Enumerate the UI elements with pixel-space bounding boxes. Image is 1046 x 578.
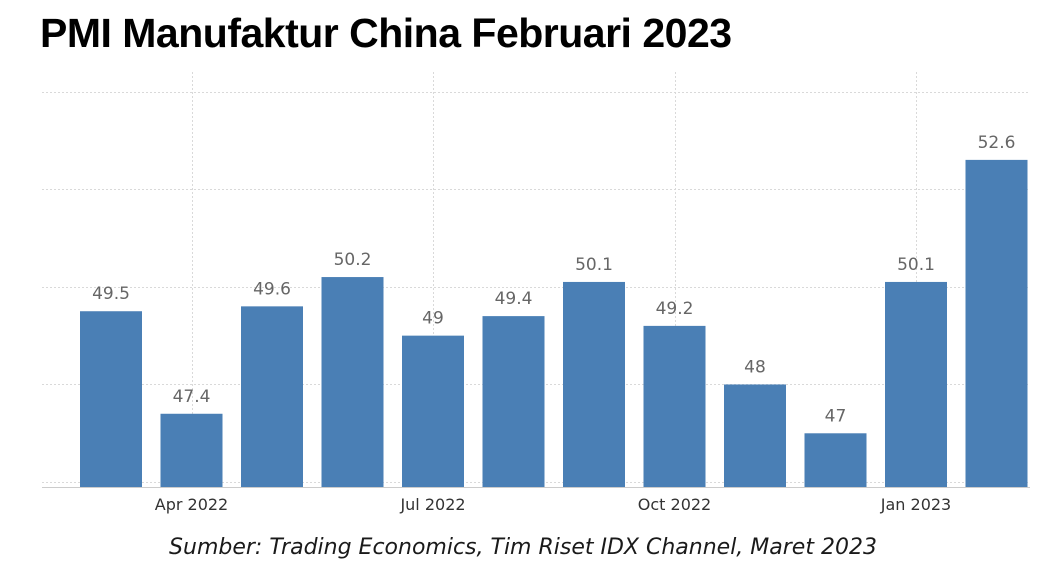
value-label: 49.2	[656, 299, 694, 319]
value-label: 50.1	[575, 255, 613, 275]
bar-nov-2022	[724, 384, 786, 487]
value-label: 47.4	[173, 387, 211, 407]
bar-jan-2023	[885, 281, 947, 487]
bar-sep-2022	[563, 281, 625, 487]
source-note: Sumber: Trading Economics, Tim Riset IDX…	[169, 535, 877, 560]
bar-jul-2022	[402, 335, 464, 487]
value-label: 47	[825, 406, 847, 426]
x-tick-label: Jul 2022	[399, 495, 465, 514]
value-label: 49.5	[92, 284, 130, 304]
x-tick-label: Apr 2022	[155, 495, 228, 514]
bar-mar-2022	[80, 311, 142, 487]
bar-apr-2022	[160, 413, 223, 487]
value-label: 49	[422, 309, 444, 329]
bar-oct-2022	[643, 325, 706, 487]
bar-may-2022	[241, 306, 303, 487]
bar-aug-2022	[482, 316, 545, 487]
value-label: 50.2	[334, 250, 372, 270]
value-label: 48	[744, 357, 766, 377]
x-tick-label: Jan 2023	[880, 495, 951, 514]
x-axis: Apr 2022 Jul 2022 Oct 2022 Jan 2023	[42, 487, 1030, 514]
chart-title: PMI Manufaktur China Februari 2023	[40, 10, 732, 56]
value-label: 50.1	[897, 255, 935, 275]
bar-jun-2022	[321, 277, 384, 487]
value-label: 49.4	[495, 289, 533, 309]
x-tick-label: Oct 2022	[638, 495, 711, 514]
value-label: 49.6	[253, 279, 291, 299]
bar-chart: 49.5 47.4 49.6 50.2 49 49.4 50.1 49.2 48 47 50.1 52…	[42, 72, 1030, 514]
value-labels-layer: 49.5 47.4 49.6 50.2 49 49.4 50.1 49.2 48 47 50.1 52…	[92, 133, 1015, 426]
bar-dec-2022	[804, 433, 867, 487]
value-label: 52.6	[978, 133, 1016, 153]
bar-feb-2023	[965, 159, 1028, 487]
bars-layer	[80, 159, 1028, 487]
